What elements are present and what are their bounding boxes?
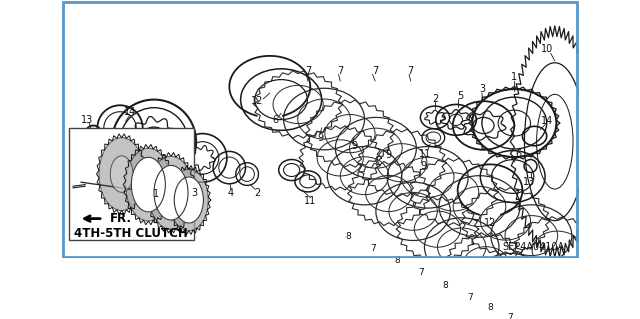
Bar	[69, 128, 195, 240]
Text: 9: 9	[351, 141, 357, 151]
Text: 8: 8	[443, 280, 449, 290]
Text: 7: 7	[370, 244, 376, 253]
Text: 7: 7	[508, 313, 513, 319]
Text: 4: 4	[228, 188, 234, 198]
Text: 6: 6	[273, 115, 278, 125]
Text: 7: 7	[372, 66, 378, 76]
Text: 14: 14	[541, 116, 553, 126]
Text: 2: 2	[432, 94, 438, 104]
Text: 1: 1	[511, 72, 517, 82]
Text: 13: 13	[81, 115, 93, 125]
Text: 9: 9	[317, 133, 323, 143]
Ellipse shape	[99, 137, 144, 211]
Text: 9: 9	[420, 161, 427, 171]
Text: SEP4A0410A: SEP4A0410A	[502, 242, 564, 252]
Text: 14: 14	[124, 107, 136, 117]
Text: 3: 3	[191, 188, 198, 198]
Text: 7: 7	[467, 293, 473, 302]
Ellipse shape	[125, 148, 171, 221]
Text: 11: 11	[419, 149, 431, 159]
Ellipse shape	[170, 169, 208, 231]
Ellipse shape	[148, 156, 194, 229]
Ellipse shape	[137, 167, 160, 203]
Ellipse shape	[131, 157, 165, 212]
Text: 2: 2	[255, 188, 260, 198]
Text: 12: 12	[484, 218, 496, 228]
Text: 8: 8	[346, 232, 351, 241]
Text: 10: 10	[541, 44, 553, 54]
Text: 1: 1	[154, 189, 159, 199]
Text: 6: 6	[515, 149, 522, 159]
Text: 9: 9	[386, 151, 392, 160]
Text: 8: 8	[487, 303, 493, 312]
Text: 3: 3	[479, 84, 485, 94]
Text: 11: 11	[304, 196, 316, 206]
Ellipse shape	[160, 174, 182, 211]
Text: 12: 12	[251, 96, 263, 106]
Ellipse shape	[110, 156, 133, 192]
Ellipse shape	[154, 165, 188, 220]
Text: 7: 7	[419, 268, 424, 277]
Text: 8: 8	[394, 256, 400, 265]
Text: 13: 13	[523, 177, 535, 187]
Text: 7: 7	[337, 66, 344, 76]
Text: 5: 5	[457, 91, 463, 100]
Text: FR.: FR.	[109, 212, 131, 225]
Text: 7: 7	[408, 66, 414, 76]
Text: 4TH-5TH CLUTCH: 4TH-5TH CLUTCH	[74, 227, 188, 241]
Text: 7: 7	[305, 66, 311, 76]
Ellipse shape	[179, 185, 198, 215]
Ellipse shape	[174, 177, 204, 223]
